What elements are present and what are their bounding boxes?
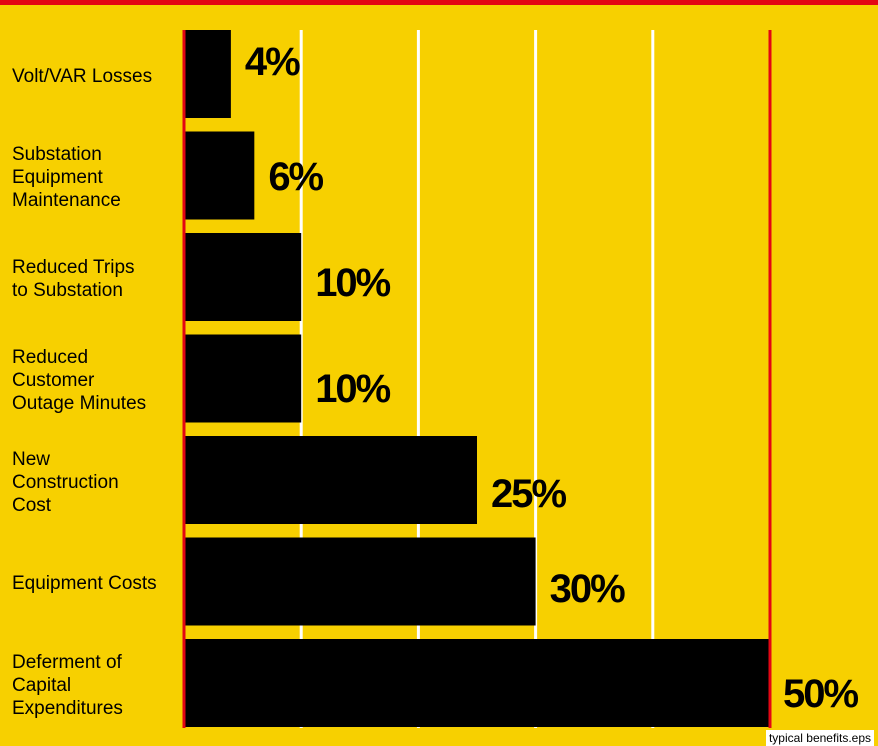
category-label: Equipment Costs xyxy=(12,573,157,594)
value-label: 10% xyxy=(315,366,391,411)
category-label: Substation Equipment Maintenance xyxy=(12,144,121,211)
category-label: Volt/VAR Losses xyxy=(12,65,153,87)
value-label: 4% xyxy=(244,40,301,84)
value-label: 50% xyxy=(783,672,859,716)
category-label: New Construction Cost xyxy=(12,448,119,516)
bar-3 xyxy=(184,233,302,321)
value-label: 6% xyxy=(268,154,324,199)
value-label: 30% xyxy=(549,566,626,611)
category-label: Reduced Customer Outage Minutes xyxy=(12,347,147,414)
category-label: Reduced Trips to Substation xyxy=(12,257,135,301)
bar-4 xyxy=(184,334,302,423)
value-label: 25% xyxy=(491,472,567,516)
category-label: Deferment of Capital Expenditures xyxy=(12,651,123,719)
file-caption: typical benefits.eps xyxy=(765,730,874,746)
bar-6 xyxy=(184,537,536,626)
bar-7 xyxy=(184,639,770,727)
bar-1 xyxy=(184,30,231,118)
bar-2 xyxy=(184,131,255,220)
value-label: 10% xyxy=(315,261,391,305)
top-rule xyxy=(0,0,878,5)
bar-5 xyxy=(184,436,477,524)
